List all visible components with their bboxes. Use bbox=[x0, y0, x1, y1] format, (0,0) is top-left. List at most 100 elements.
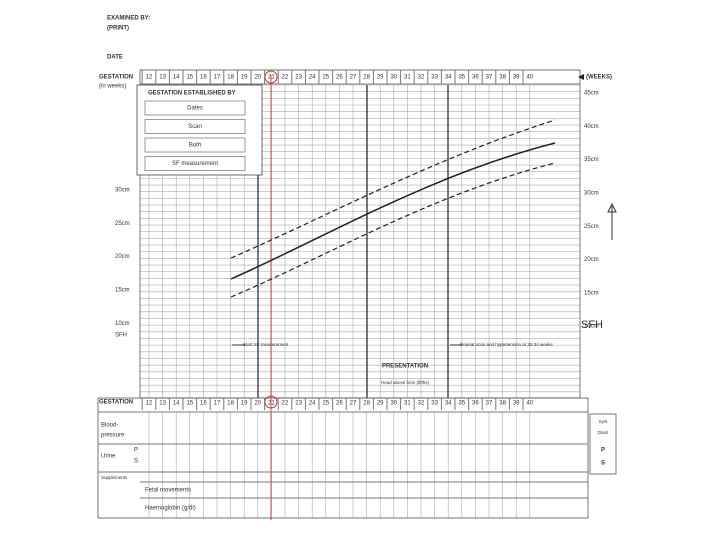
gestation-label: GESTATION bbox=[99, 400, 133, 406]
week-label: 32 bbox=[418, 401, 425, 407]
week-label: 20 bbox=[254, 401, 261, 407]
week-label: 25 bbox=[322, 75, 329, 81]
established-title: GESTATION ESTABLISHED BY bbox=[148, 91, 236, 97]
haemoglobin-label: Haemoglobin (g/dl) bbox=[145, 506, 196, 512]
weeks-arrow bbox=[578, 74, 584, 80]
median-centile bbox=[230, 142, 556, 280]
p-label: P bbox=[601, 448, 605, 454]
established-row bbox=[144, 137, 246, 153]
established-option: SF measurement bbox=[172, 161, 218, 167]
week-label: 18 bbox=[227, 75, 234, 81]
repeat-note: Repeat scan and hypertension at 32-34 we… bbox=[460, 342, 554, 347]
right-scale-label: 20cm bbox=[584, 257, 599, 263]
week-label: 26 bbox=[336, 75, 343, 81]
week-label: 38 bbox=[499, 75, 506, 81]
established-option: Both bbox=[189, 143, 201, 149]
left-scale-label: 10cm bbox=[115, 321, 130, 327]
week-label: 23 bbox=[295, 75, 302, 81]
date-label: DATE bbox=[107, 55, 123, 61]
right-scale-label: 30cm bbox=[584, 190, 599, 196]
week-label: 21 bbox=[268, 401, 275, 407]
week-label: 28 bbox=[363, 75, 370, 81]
week-label: 14 bbox=[173, 401, 180, 407]
established-row bbox=[144, 100, 246, 116]
bottom-table bbox=[97, 397, 589, 519]
week-label: 33 bbox=[431, 401, 438, 407]
week-label: 36 bbox=[472, 75, 479, 81]
week-label: 31 bbox=[404, 401, 411, 407]
week-label: 27 bbox=[350, 75, 357, 81]
week-label: 24 bbox=[309, 401, 316, 407]
week-label: 12 bbox=[146, 401, 153, 407]
left-scale-label: 20cm bbox=[115, 254, 130, 260]
week-label: 18 bbox=[227, 401, 234, 407]
fetal-label: Fetal movements bbox=[145, 488, 191, 494]
week-label: 30 bbox=[390, 75, 397, 81]
diast-label: Diast bbox=[598, 430, 609, 435]
week-label: 39 bbox=[513, 401, 520, 407]
week-label: 37 bbox=[486, 75, 493, 81]
week-label: 39 bbox=[513, 75, 520, 81]
week-label: 22 bbox=[282, 75, 289, 81]
week-label: 21 bbox=[268, 75, 275, 81]
week-label: 29 bbox=[377, 75, 384, 81]
right-scale-label: 15cm bbox=[584, 290, 599, 296]
right-scale-label: 45cm bbox=[584, 91, 599, 97]
blood-label: pressure bbox=[101, 433, 125, 439]
sfh-right: SFH bbox=[581, 319, 603, 331]
week-label: 35 bbox=[458, 401, 465, 407]
presentation-sublabel: Head above brim (fifths) bbox=[381, 380, 430, 385]
week-label: 27 bbox=[350, 401, 357, 407]
right-scale-label: 40cm bbox=[584, 124, 599, 130]
left-scale-label: 25cm bbox=[115, 221, 130, 227]
supplements-label: Supplements bbox=[101, 475, 128, 480]
print: (PRINT) bbox=[107, 26, 129, 32]
week-label: 19 bbox=[241, 75, 248, 81]
week-label: 29 bbox=[377, 401, 384, 407]
week-label: 33 bbox=[431, 75, 438, 81]
week-label: 16 bbox=[200, 75, 207, 81]
s-label: S bbox=[601, 461, 605, 467]
gestation-sublabel: (in weeks) bbox=[99, 84, 126, 90]
week-label: 35 bbox=[458, 75, 465, 81]
established-row bbox=[144, 156, 246, 171]
syst-label: Syst bbox=[599, 419, 609, 424]
week-label: 30 bbox=[390, 401, 397, 407]
established-row bbox=[144, 119, 246, 134]
sfh-left: SFH bbox=[115, 333, 127, 339]
week-label: 14 bbox=[173, 75, 180, 81]
start-note: Start SF measurement bbox=[243, 342, 289, 347]
established-option: Dates bbox=[187, 106, 203, 112]
week-label: 40 bbox=[526, 401, 533, 407]
blood-label: Blood- bbox=[101, 423, 118, 429]
week-label: 32 bbox=[418, 75, 425, 81]
right-scale-label: 25cm bbox=[584, 224, 599, 230]
week-label: 40 bbox=[526, 75, 533, 81]
week-label: 20 bbox=[254, 75, 261, 81]
p-label: P bbox=[134, 448, 138, 454]
week-label: 19 bbox=[241, 401, 248, 407]
week-label: 17 bbox=[214, 75, 221, 81]
week-label: 15 bbox=[186, 401, 193, 407]
left-scale-label: 30cm bbox=[115, 188, 130, 194]
right-scale-label: 10cm bbox=[584, 324, 599, 330]
week-label: 13 bbox=[159, 75, 166, 81]
s-label: S bbox=[134, 459, 138, 465]
week-label: 34 bbox=[445, 75, 452, 81]
week-label: 34 bbox=[445, 401, 452, 407]
week-label: 23 bbox=[295, 401, 302, 407]
urine-label: Urine bbox=[101, 454, 116, 460]
week-label: 22 bbox=[282, 401, 289, 407]
week-label: 15 bbox=[186, 75, 193, 81]
week-label: 37 bbox=[486, 401, 493, 407]
examined-by: EXAMINED BY: bbox=[107, 16, 150, 22]
side-box bbox=[589, 413, 617, 475]
up-arrow-head bbox=[607, 202, 617, 213]
week-label: 28 bbox=[363, 401, 370, 407]
week-label: 26 bbox=[336, 401, 343, 407]
gestation-label: GESTATION bbox=[99, 75, 133, 81]
upper-centile bbox=[230, 119, 556, 259]
left-scale-label: 15cm bbox=[115, 287, 130, 293]
week-label: 31 bbox=[404, 75, 411, 81]
week-label: 12 bbox=[146, 75, 153, 81]
